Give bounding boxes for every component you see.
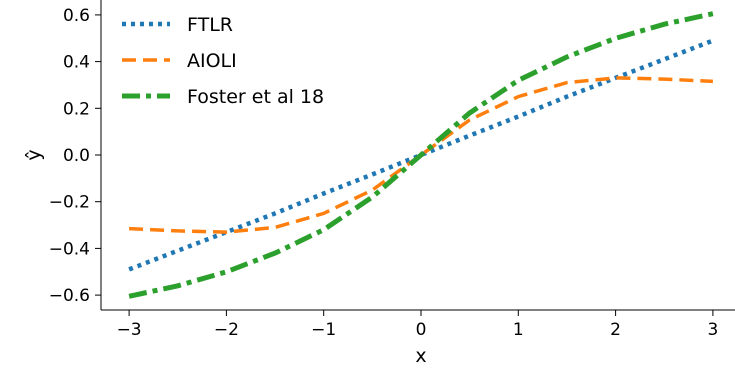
series-line-2 [129,76,713,234]
y-tick-label: 0.2 [63,99,90,119]
x-ticks: −3 −2 −1 0 1 2 3 [117,310,718,340]
plot-lines [128,11,714,299]
x-tick-label: −2 [214,320,239,340]
y-tick-label: 0.4 [63,53,90,73]
legend-label-1: FTLR [187,14,233,36]
legend-label-2: AIOLI [187,50,237,72]
x-tick-label: 1 [513,320,524,340]
x-tick-label: 3 [707,320,718,340]
y-tick-label: 0.0 [63,146,90,166]
legend-label-3: Foster et al 18 [187,86,324,108]
x-tick-label: 2 [610,320,621,340]
series-line-3 [128,11,714,299]
x-tick-label: 0 [416,320,427,340]
y-axis-label: ŷ [23,149,45,160]
y-tick-label: −0.4 [49,239,90,259]
x-tick-label: −1 [311,320,336,340]
y-tick-label: −0.6 [49,286,90,306]
y-tick-label: 0.6 [63,6,90,26]
x-axis-label: x [415,345,426,367]
legend: FTLR AIOLI Foster et al 18 [122,14,324,108]
series-line-1 [128,38,714,272]
x-tick-label: −3 [117,320,142,340]
y-tick-label: −0.2 [49,193,90,213]
y-ticks: −0.6 −0.4 −0.2 0.0 0.2 0.4 0.6 [49,6,101,306]
